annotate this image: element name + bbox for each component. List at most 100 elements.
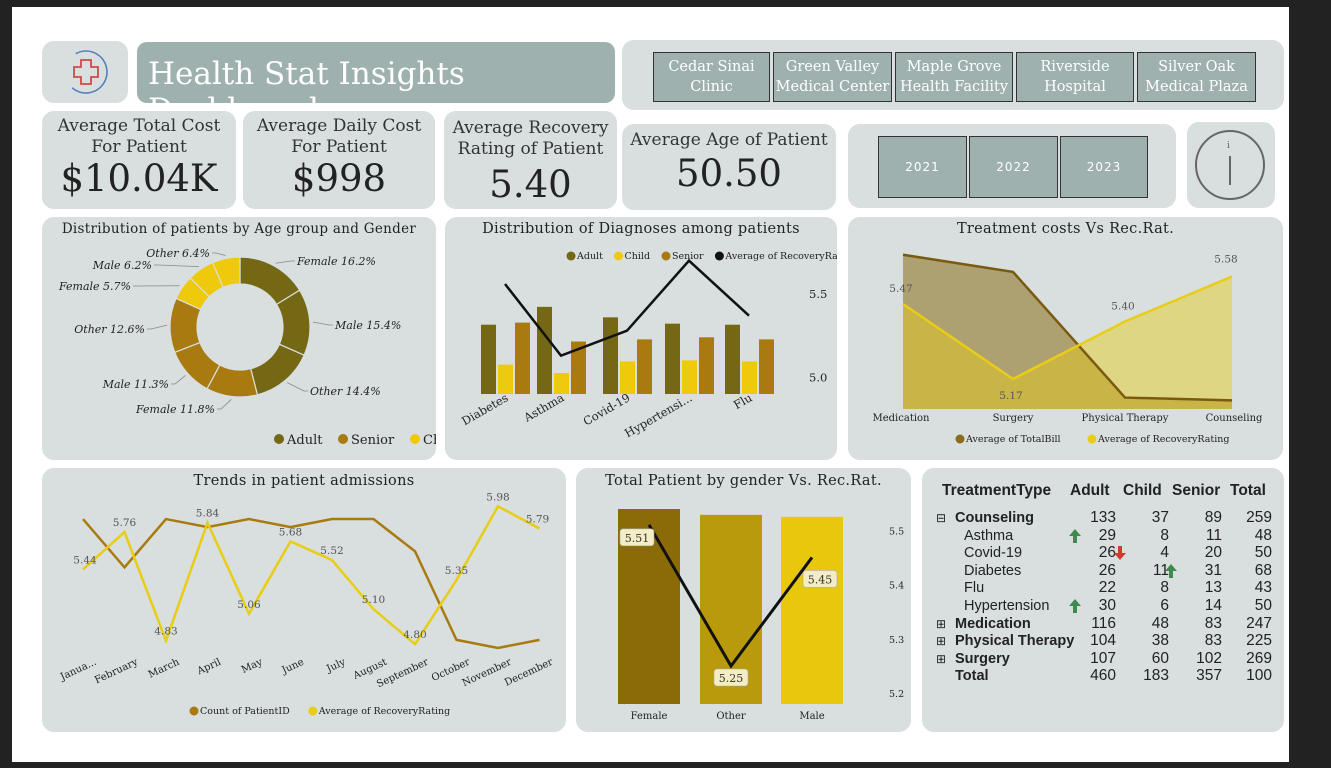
clinic-button-silver-oak[interactable]: Silver Oak Medical Plaza bbox=[1137, 52, 1256, 102]
kpi-label: Average Age of Patient bbox=[630, 130, 828, 150]
cell-child: 4 bbox=[1160, 544, 1169, 562]
expand-icon: ⊞ bbox=[936, 616, 947, 631]
x-tick-label: Hypertensi... bbox=[622, 390, 694, 440]
kpi-card-recovery-rating: Average Recovery Rating of Patient 5.40 bbox=[444, 111, 617, 209]
y2-tick-label: 5.0 bbox=[809, 370, 827, 384]
data-label: 5.17 bbox=[999, 390, 1022, 402]
header-child[interactable]: Child bbox=[1123, 482, 1162, 499]
bar-senior bbox=[637, 339, 652, 394]
x-tick-label: Female bbox=[631, 711, 668, 722]
cell-adult: 107 bbox=[1090, 649, 1116, 667]
clinic-line1: Riverside bbox=[1040, 59, 1110, 75]
year-button-2021[interactable]: 2021 bbox=[878, 136, 967, 198]
cell-adult: 104 bbox=[1090, 632, 1116, 650]
chart-title: Trends in patient admissions bbox=[193, 473, 415, 489]
cell-senior: 14 bbox=[1204, 597, 1222, 614]
clinic-button-riverside[interactable]: Riverside Hospital bbox=[1016, 52, 1134, 102]
bar-child bbox=[554, 373, 569, 394]
cell-total: 100 bbox=[1246, 667, 1272, 685]
donut-leader-line bbox=[212, 252, 226, 256]
bar-adult bbox=[537, 306, 552, 394]
header-adult[interactable]: Adult bbox=[1070, 482, 1110, 499]
legend-label: Average of RecoveryRating bbox=[1097, 434, 1229, 445]
data-label: 5.44 bbox=[73, 554, 97, 566]
bar-child bbox=[498, 364, 513, 394]
bar-child bbox=[620, 361, 635, 394]
header-senior[interactable]: Senior bbox=[1172, 482, 1221, 499]
kpi-card-daily-cost: Average Daily Cost For Patient $998 bbox=[243, 111, 435, 209]
donut-slice-label: Other 12.6% bbox=[74, 323, 145, 336]
kpi-value: $10.04K bbox=[60, 157, 218, 200]
legend-label: Adult bbox=[576, 251, 603, 262]
donut-slice-label: Female 11.8% bbox=[135, 403, 215, 416]
row-label: Total bbox=[955, 668, 989, 685]
table-row[interactable]: ⊟ Counseling 133 37 89 259 bbox=[922, 509, 1282, 528]
clinic-button-cedar-sinai[interactable]: Cedar Sinai Clinic bbox=[653, 52, 770, 102]
clinic-line1: Cedar Sinai bbox=[668, 59, 755, 75]
kpi-label: Average Recovery Rating of Patient bbox=[444, 118, 617, 160]
clinic-button-maple-grove[interactable]: Maple Grove Health Facility bbox=[895, 52, 1013, 102]
x-tick-label: Medication bbox=[873, 413, 931, 424]
x-tick-label: Male bbox=[799, 711, 824, 722]
x-tick-label: Asthma bbox=[521, 390, 567, 425]
donut-chart-card: Distribution of patients by Age group an… bbox=[42, 217, 436, 460]
clinic-button-green-valley[interactable]: Green Valley Medical Center bbox=[773, 52, 892, 102]
page-title: Health Stat Insights Dashboard bbox=[137, 42, 615, 128]
legend-label: Average of TotalBill bbox=[965, 434, 1061, 445]
header-treatment-type[interactable]: TreatmentType bbox=[942, 482, 1052, 499]
cell-child: 37 bbox=[1151, 509, 1169, 526]
cell-senior: 11 bbox=[1205, 526, 1222, 544]
clinic-line1: Maple Grove bbox=[906, 59, 1002, 75]
donut-slice-label: Male 15.4% bbox=[334, 319, 401, 332]
x-tick-label: March bbox=[147, 657, 182, 681]
collapse-icon: ⊟ bbox=[936, 511, 947, 525]
legend-label: Child bbox=[625, 251, 651, 262]
arrow-down-icon bbox=[1113, 545, 1127, 561]
total-bill-line bbox=[902, 253, 1233, 402]
x-tick-label: Janua... bbox=[58, 657, 98, 684]
year-slicer: 2021 2022 2023 bbox=[848, 124, 1176, 208]
cell-total: 247 bbox=[1246, 614, 1272, 632]
x-tick-label: February bbox=[93, 657, 140, 687]
cell-senior: 89 bbox=[1204, 509, 1222, 526]
legend-marker bbox=[955, 434, 965, 444]
data-label: 5.76 bbox=[113, 517, 137, 529]
table-header-row: TreatmentType Adult Child Senior Total bbox=[922, 482, 1282, 500]
table-row[interactable]: ⊞ Surgery 107 60 102 269 bbox=[922, 649, 1282, 669]
recovery-rating-line bbox=[504, 258, 750, 358]
legend-label: Adult bbox=[286, 433, 323, 448]
arrow-up-icon bbox=[1068, 598, 1082, 614]
cell-total: 50 bbox=[1254, 544, 1272, 562]
cell-adult: 30 bbox=[1098, 597, 1116, 614]
y2-tick-label: 5.2 bbox=[889, 689, 904, 700]
x-tick-label: May bbox=[240, 657, 265, 676]
donut-leader-line bbox=[275, 260, 295, 264]
cell-child: 60 bbox=[1151, 649, 1169, 667]
x-tick-label: Physical Therapy bbox=[1082, 413, 1169, 424]
bar-adult bbox=[665, 323, 680, 394]
recovery-rating-area bbox=[903, 276, 1232, 409]
table-row[interactable]: ⊞ Medication 116 48 83 247 bbox=[922, 614, 1282, 634]
year-button-2023[interactable]: 2023 bbox=[1060, 136, 1148, 198]
header-total[interactable]: Total bbox=[1230, 482, 1266, 499]
table-row: Asthma 29 8 11 48 bbox=[922, 526, 1282, 546]
legend-label: Child bbox=[423, 433, 436, 448]
treatment-chart-card: Treatment costs Vs Rec.Rat. 5.47 5.17 5.40… bbox=[848, 217, 1283, 460]
info-button[interactable]: i bbox=[1187, 122, 1275, 208]
kpi-label: Average Total Cost For Patient bbox=[42, 116, 236, 158]
cell-total: 50 bbox=[1254, 597, 1272, 614]
table-row[interactable]: ⊞ Physical Therapy 104 38 83 225 bbox=[922, 632, 1282, 651]
legend-marker bbox=[308, 706, 318, 716]
row-label: Physical Therapy bbox=[955, 633, 1075, 650]
data-label: 5.51 bbox=[625, 532, 650, 545]
kpi-value: $998 bbox=[291, 157, 387, 200]
year-button-2022[interactable]: 2022 bbox=[969, 136, 1058, 198]
y2-tick-label: 5.4 bbox=[889, 581, 904, 592]
cell-child: 48 bbox=[1151, 614, 1169, 632]
clinic-line2: Medical Center bbox=[775, 79, 890, 95]
recovery-rating-line bbox=[82, 504, 541, 647]
medical-cross-icon bbox=[64, 50, 108, 94]
data-label-box bbox=[619, 528, 655, 547]
clinic-slicer: Cedar Sinai Clinic Green Valley Medical Ce… bbox=[622, 40, 1284, 110]
kpi-label-line2: For Patient bbox=[291, 137, 387, 157]
